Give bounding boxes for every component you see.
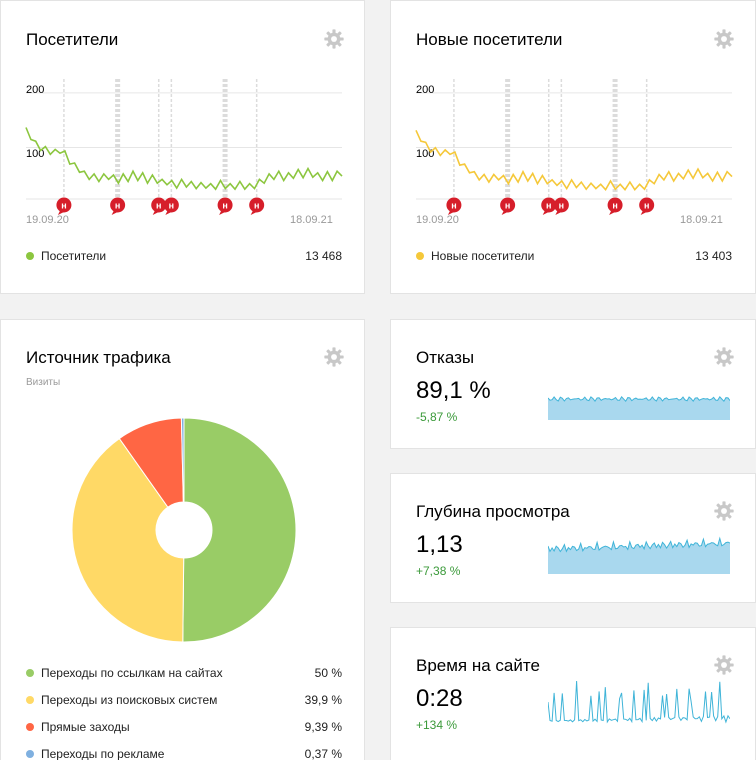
legend-label: Посетители — [41, 249, 107, 263]
x-label-end: 18.09.21 — [680, 214, 723, 226]
annotation-marker[interactable]: н — [163, 197, 179, 216]
y-tick-mid: 100 — [416, 148, 434, 160]
annotation-marker[interactable]: н — [639, 197, 655, 216]
x-label-end: 18.09.21 — [290, 214, 333, 226]
legend-dot — [416, 252, 424, 260]
settings-gear-icon[interactable] — [323, 28, 345, 50]
bounce-value: 89,1 % — [416, 377, 491, 404]
svg-text:н: н — [169, 201, 174, 211]
legend-value: 13 468 — [305, 249, 342, 263]
y-tick-top: 200 — [416, 84, 434, 96]
svg-text:н: н — [559, 201, 564, 211]
annotation-marker[interactable]: н — [217, 197, 233, 216]
traffic-subtitle: Визиты — [26, 377, 61, 388]
svg-text:н: н — [451, 201, 456, 211]
legend-dot — [26, 696, 34, 704]
legend-dot — [26, 252, 34, 260]
legend-label: Переходы по рекламе — [41, 747, 165, 760]
grid — [26, 79, 342, 200]
series-path — [415, 129, 733, 192]
legend-dot — [26, 750, 34, 758]
legend-item[interactable]: Переходы по рекламе 0,37 % — [26, 746, 342, 760]
x-label-start: 19.09.20 — [416, 214, 459, 226]
depth-sparkline — [548, 536, 730, 574]
settings-gear-icon[interactable] — [713, 500, 735, 522]
svg-text:н: н — [115, 201, 120, 211]
bounce-delta: -5,87 % — [416, 410, 458, 424]
bounce-sparkline — [548, 395, 730, 420]
bounce-title: Отказы — [416, 348, 475, 367]
settings-gear-icon[interactable] — [713, 654, 735, 676]
legend-item[interactable]: Переходы по ссылкам на сайтах 50 % — [26, 665, 342, 681]
svg-text:н: н — [505, 201, 510, 211]
legend-dot — [26, 669, 34, 677]
new-visitors-title: Новые посетители — [416, 30, 563, 49]
annotation-marker[interactable]: н — [607, 197, 623, 216]
legend-item[interactable]: Переходы из поисковых систем 39,9 % — [26, 692, 342, 708]
svg-text:н: н — [254, 201, 259, 211]
bounce-card: Отказы 89,1 % -5,87 % — [390, 319, 756, 449]
legend-item[interactable]: Посетители 13 468 — [26, 248, 342, 264]
y-tick-mid: 100 — [26, 148, 44, 160]
traffic-title: Источник трафика — [26, 348, 171, 367]
time-sparkline — [548, 680, 730, 724]
svg-text:н: н — [612, 201, 617, 211]
series-line — [25, 127, 343, 191]
annotation-marker[interactable]: н — [541, 197, 557, 216]
depth-value: 1,13 — [416, 531, 463, 558]
legend-label: Прямые заходы — [41, 720, 130, 734]
time-value: 0:28 — [416, 685, 463, 712]
legend-value: 9,39 % — [304, 720, 342, 734]
depth-title: Глубина просмотра — [416, 502, 570, 521]
depth-card: Глубина просмотра 1,13 +7,38 % — [390, 473, 756, 603]
legend-item[interactable]: Новые посетители 13 403 — [416, 248, 732, 264]
annotation-marker[interactable]: н — [56, 197, 72, 216]
settings-gear-icon[interactable] — [713, 346, 735, 368]
svg-text:н: н — [156, 201, 161, 211]
svg-text:н: н — [546, 201, 551, 211]
legend-label: Переходы из поисковых систем — [41, 693, 218, 707]
annotation-marker[interactable]: н — [151, 197, 167, 216]
time-card: Время на сайте 0:28 +134 % — [390, 627, 756, 760]
legend-value: 13 403 — [695, 249, 732, 263]
x-label-start: 19.09.20 — [26, 214, 69, 226]
depth-delta: +7,38 % — [416, 564, 461, 578]
visitors-title: Посетители — [26, 30, 119, 49]
legend-item[interactable]: Прямые заходы 9,39 % — [26, 719, 342, 735]
pie-slice[interactable] — [180, 417, 185, 503]
grid — [416, 79, 732, 200]
traffic-source-card: Источник трафика Визиты Переходы по ссыл… — [0, 319, 365, 760]
legend-label: Новые посетители — [431, 249, 535, 263]
y-tick-top: 200 — [26, 84, 44, 96]
time-delta: +134 % — [416, 718, 458, 732]
settings-gear-icon[interactable] — [713, 28, 735, 50]
time-title: Время на сайте — [416, 656, 540, 675]
pie-slice[interactable] — [182, 417, 297, 643]
annotation-marker[interactable]: н — [553, 197, 569, 216]
traffic-donut-chart — [71, 417, 297, 643]
series-path — [25, 127, 343, 191]
pie-slice[interactable] — [71, 437, 185, 643]
annotation-marker[interactable]: н — [446, 197, 462, 216]
legend-value: 39,9 % — [304, 693, 342, 707]
annotation-marker[interactable]: н — [110, 197, 126, 216]
legend-dot — [26, 723, 34, 731]
legend-label: Переходы по ссылкам на сайтах — [41, 666, 223, 680]
annotation-marker[interactable]: н — [500, 197, 516, 216]
settings-gear-icon[interactable] — [323, 346, 345, 368]
svg-text:н: н — [644, 201, 649, 211]
svg-text:н: н — [61, 201, 66, 211]
svg-text:н: н — [222, 201, 227, 211]
series-line — [415, 129, 733, 192]
annotation-marker[interactable]: н — [249, 197, 265, 216]
legend-value: 50 % — [314, 666, 342, 680]
legend-value: 0,37 % — [304, 747, 342, 760]
